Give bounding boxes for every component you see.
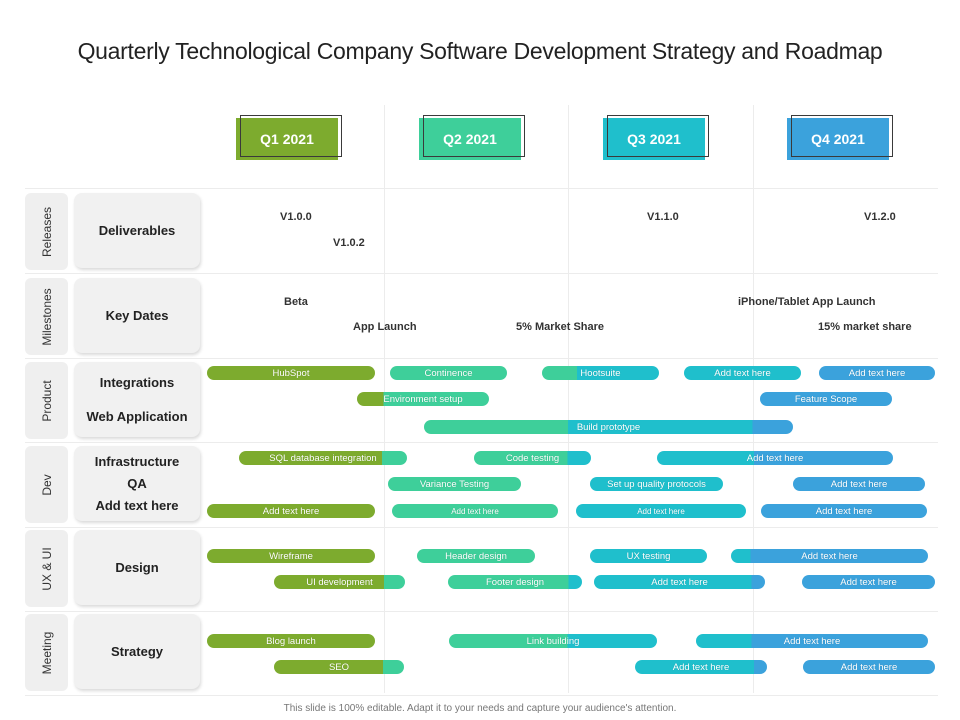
timeline-bar: Continence (390, 366, 507, 380)
timeline-bar: Add text here (576, 504, 746, 518)
category-label: Design (115, 559, 159, 575)
quarter-header-q1: Q1 2021 (236, 115, 342, 160)
milestone-label: 5% Market Share (516, 321, 605, 333)
timeline-bar: Add text here (731, 549, 928, 563)
timeline-bar: Add text here (657, 451, 893, 465)
milestone-label: Beta (284, 296, 308, 308)
category-label: Strategy (110, 643, 164, 659)
timeline-bar: Wireframe (207, 549, 375, 563)
footer-note: This slide is 100% editable. Adapt it to… (283, 703, 677, 714)
column-divider (753, 105, 754, 693)
category-label: Web Application (86, 408, 188, 424)
row-label-releases: Releases (25, 193, 68, 270)
row-label-meeting: Meeting (25, 614, 68, 691)
category-box-milestones: Key Dates (74, 278, 200, 353)
category-box-releases: Deliverables (74, 193, 200, 268)
category-label: Integrations (99, 374, 175, 390)
quarter-header-q4: Q4 2021 (787, 115, 893, 160)
category-label: QA (127, 475, 147, 491)
category-label: Add text here (95, 497, 179, 513)
release-label: V1.0.0 (280, 211, 312, 223)
row-divider (25, 442, 938, 443)
category-label: Deliverables (98, 222, 176, 238)
milestone-label: 15% market share (818, 321, 912, 333)
timeline-bar: Add text here (803, 660, 935, 674)
timeline-bar: Add text here (696, 634, 928, 648)
timeline-bar: Hootsuite (542, 366, 659, 380)
timeline-bar: Add text here (392, 504, 558, 518)
row-label-milestones: Milestones (25, 278, 68, 355)
row-divider (25, 527, 938, 528)
timeline-bar: Header design (417, 549, 535, 563)
timeline-bar: Add text here (207, 504, 375, 518)
timeline-bar: Variance Testing (388, 477, 521, 491)
timeline-bar: Link building (449, 634, 657, 648)
timeline-bar: SQL database integration (239, 451, 407, 465)
timeline-bar: Feature Scope (760, 392, 892, 406)
milestone-label: App Launch (353, 321, 417, 333)
timeline-bar: Add text here (761, 504, 927, 518)
timeline-bar: Add text here (594, 575, 765, 589)
category-box-ux-ui: Design (74, 530, 200, 605)
category-box-product: Integrations Web Application (74, 362, 200, 437)
timeline-bar: HubSpot (207, 366, 375, 380)
release-label: V1.0.2 (333, 237, 365, 249)
row-divider (25, 611, 938, 612)
timeline-bar: Environment setup (357, 392, 489, 406)
quarter-header-q3: Q3 2021 (603, 115, 709, 160)
row-divider (25, 695, 938, 696)
release-label: V1.2.0 (864, 211, 896, 223)
row-divider (25, 188, 938, 189)
release-label: V1.1.0 (647, 211, 679, 223)
timeline-bar: Add text here (684, 366, 801, 380)
timeline-bar: Add text here (819, 366, 935, 380)
timeline-bar: Add text here (793, 477, 925, 491)
timeline-bar: UX testing (590, 549, 707, 563)
timeline-bar: SEO (274, 660, 404, 674)
timeline-bar: Blog launch (207, 634, 375, 648)
timeline-bar: Code testing (474, 451, 591, 465)
timeline-bar: Add text here (635, 660, 767, 674)
milestone-label: iPhone/Tablet App Launch (738, 296, 876, 308)
timeline-bar: Add text here (802, 575, 935, 589)
column-divider (568, 105, 569, 693)
category-label: Infrastructure (94, 453, 180, 469)
category-label: Key Dates (105, 307, 169, 323)
category-box-meeting: Strategy (74, 614, 200, 689)
timeline-bar: Footer design (448, 575, 582, 589)
timeline-bar: Build prototype (424, 420, 793, 434)
page-title: Quarterly Technological Company Software… (77, 38, 883, 64)
row-label-product: Product (25, 362, 68, 439)
row-label-ux-ui: UX & UI (25, 530, 68, 607)
timeline-bar: Set up quality protocols (590, 477, 723, 491)
row-divider (25, 273, 938, 274)
timeline-bar: UI development (274, 575, 405, 589)
quarter-header-q2: Q2 2021 (419, 115, 525, 160)
row-label-dev: Dev (25, 446, 68, 523)
row-divider (25, 358, 938, 359)
category-box-dev: Infrastructure QA Add text here (74, 446, 200, 521)
